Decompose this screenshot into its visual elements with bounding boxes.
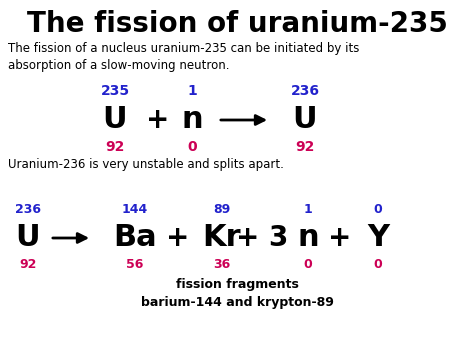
Text: U: U [16,224,40,252]
Text: Ba: Ba [113,224,157,252]
Text: The fission of uranium-235: The fission of uranium-235 [27,10,447,38]
Text: +: + [328,224,352,252]
Text: + 3: + 3 [236,224,288,252]
Text: 1: 1 [187,84,197,98]
Text: 1: 1 [304,203,312,216]
Text: 0: 0 [374,203,383,216]
Text: U: U [103,105,128,135]
Text: 144: 144 [122,203,148,216]
Text: Uranium-236 is very unstable and splits apart.: Uranium-236 is very unstable and splits … [8,158,284,171]
Text: 0: 0 [374,258,383,271]
Text: The fission of a nucleus uranium-235 can be initiated by its
absorption of a slo: The fission of a nucleus uranium-235 can… [8,42,359,72]
Text: U: U [292,105,317,135]
Text: n: n [181,105,203,135]
Text: +: + [146,106,170,134]
Text: fission fragments: fission fragments [175,278,299,291]
Text: 0: 0 [187,140,197,154]
Text: barium-144 and krypton-89: barium-144 and krypton-89 [141,296,333,309]
Text: Kr: Kr [203,224,241,252]
Text: 56: 56 [126,258,144,271]
Text: +: + [166,224,190,252]
Text: 92: 92 [19,258,36,271]
Text: 92: 92 [295,140,315,154]
Text: 235: 235 [100,84,129,98]
Text: 236: 236 [291,84,319,98]
Text: Y: Y [367,224,389,252]
Text: 89: 89 [213,203,231,216]
Text: 0: 0 [304,258,312,271]
Text: n: n [297,224,319,252]
Text: 236: 236 [15,203,41,216]
Text: 92: 92 [105,140,125,154]
Text: 36: 36 [213,258,231,271]
